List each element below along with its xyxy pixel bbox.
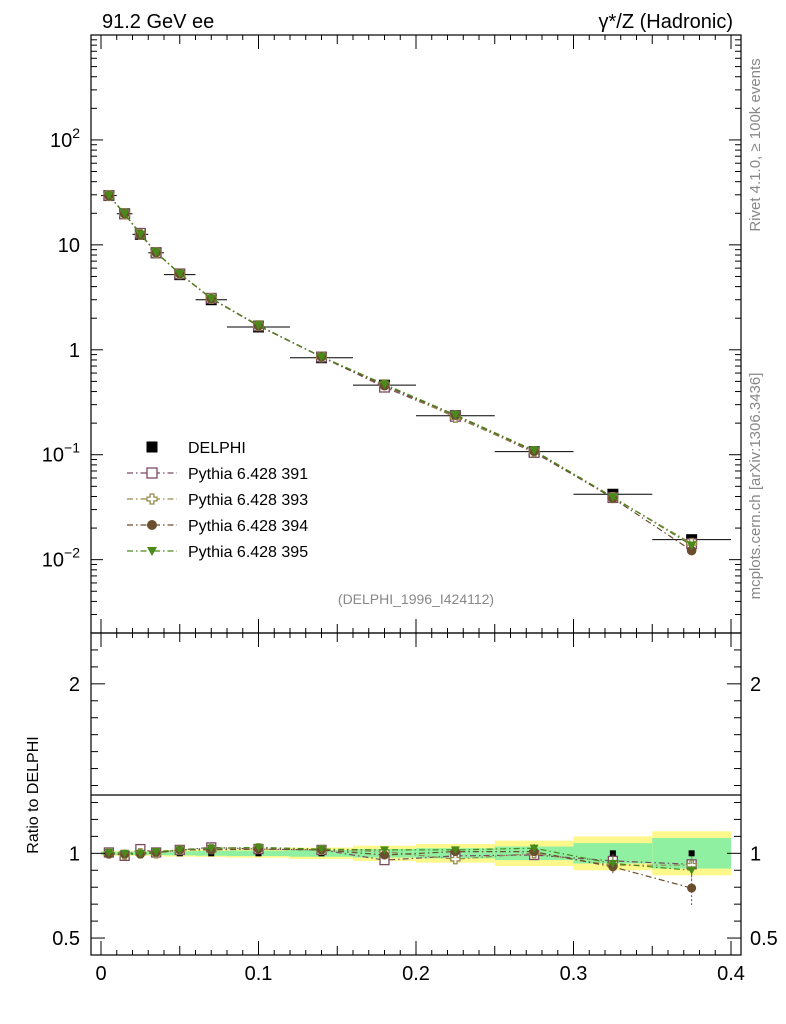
- legend: DELPHI Pythia 6.428 391 Pythia 6.428 393 Py…: [127, 440, 308, 561]
- point-p395: [174, 269, 185, 279]
- ratio-point-p395: [120, 849, 130, 858]
- y-tick-base: 10: [42, 550, 64, 572]
- header-right: γ*/Z (Hadronic): [599, 11, 733, 33]
- y-tick-label: 1: [69, 340, 80, 362]
- legend-marker: [146, 467, 158, 479]
- y-tick-base: 10: [50, 130, 72, 152]
- ratio-series-p395: [104, 843, 697, 879]
- point-p395: [608, 493, 618, 502]
- ratio-point-p393: [450, 854, 461, 865]
- ratio-y-tick-label-left: 0.5: [52, 928, 80, 950]
- ratio-point-p395: [380, 846, 389, 855]
- ratio-y-axis-label: Ratio to DELPHI: [25, 736, 42, 853]
- legend-label: Pythia 6.428 394: [188, 518, 308, 535]
- ratio-series-layer: [103, 842, 697, 906]
- ratio-point-p395: [175, 846, 185, 855]
- ratio-y-tick-label-right: 0.5: [750, 928, 778, 950]
- ratio-y-tick-label-left: 2: [69, 674, 80, 696]
- ratio-point-p395: [151, 848, 161, 857]
- ratio-point-p395: [529, 844, 539, 853]
- point-p394: [686, 545, 697, 556]
- ratio-point-data: [688, 850, 695, 857]
- point-p395: [253, 321, 264, 331]
- x-tick-label: 0.3: [560, 963, 588, 985]
- y-tick-base: 10: [42, 445, 64, 467]
- ratio-y-tick-label-right: 2: [750, 674, 761, 696]
- y-tick-base: 10: [58, 235, 80, 257]
- legend-label: DELPHI: [188, 440, 246, 457]
- x-tick-label: 0.1: [245, 963, 273, 985]
- point-p395: [529, 446, 539, 456]
- ratio-point-data: [609, 850, 616, 857]
- y-tick-label: 10: [58, 235, 80, 257]
- y-tick-base: 1: [69, 340, 80, 362]
- legend-entry-p393: Pythia 6.428 393: [127, 492, 308, 509]
- point-p395: [206, 294, 217, 304]
- legend-entry-p395: Pythia 6.428 395: [127, 544, 308, 561]
- ratio-panel: 0.5 0.5 1 1 2 2 0 0.1 0.2 0.3 0.4 Ratio to DELPHI: [25, 632, 778, 985]
- point-p395: [119, 209, 130, 219]
- ratio-point-p395: [254, 843, 263, 852]
- x-tick-label: 0: [95, 963, 106, 985]
- ratio-point-p395: [104, 848, 114, 857]
- y-tick-exponent: −2: [64, 545, 80, 561]
- point-p395: [316, 352, 327, 362]
- ratio-axis-ticks: 0.5 0.5 1 1 2 2 0 0.1 0.2 0.3 0.4: [52, 632, 778, 985]
- ratio-point-p395: [206, 844, 216, 853]
- legend-entry-data: DELPHI: [146, 440, 246, 457]
- point-p395: [135, 230, 146, 240]
- x-tick-label: 0.2: [402, 963, 430, 985]
- legend-marker: [147, 520, 157, 530]
- legend-label: Pythia 6.428 393: [188, 492, 308, 509]
- mcplots-label: mcplots.cern.ch [arXiv:1306.3436]: [747, 373, 764, 600]
- ratio-point-p394: [687, 883, 697, 893]
- ratio-point-p394: [380, 850, 389, 860]
- legend-label: Pythia 6.428 391: [188, 466, 308, 483]
- rivet-label: Rivet 4.1.0, ≥ 100k events: [747, 58, 764, 231]
- main-series-layer: [101, 189, 731, 556]
- legend-label: Pythia 6.428 395: [188, 544, 308, 561]
- legend-marker: [147, 547, 157, 556]
- point-p395: [686, 541, 697, 551]
- legend-entry-p391: Pythia 6.428 391: [127, 466, 308, 483]
- header-left: 91.2 GeV ee: [102, 11, 214, 33]
- analysis-tag: (DELPHI_1996_I424112): [338, 591, 494, 607]
- y-tick-exponent: −1: [64, 440, 80, 456]
- legend-marker: [146, 441, 158, 453]
- y-tick-exponent: 2: [72, 125, 80, 141]
- ratio-point-p395: [317, 845, 326, 854]
- point-p395: [379, 380, 390, 390]
- y-tick-label: 102: [50, 125, 80, 152]
- ratio-point-p395: [450, 846, 460, 855]
- ratio-point-p395: [608, 859, 618, 868]
- point-p395: [151, 248, 161, 258]
- ratio-point-p395: [687, 866, 697, 875]
- ratio-point-p395: [135, 849, 145, 858]
- point-p395: [104, 191, 114, 201]
- legend-entry-p394: Pythia 6.428 394: [127, 518, 308, 535]
- y-tick-label: 10−2: [42, 545, 80, 572]
- y-tick-label: 10−1: [42, 440, 80, 467]
- point-p395: [450, 410, 461, 420]
- series-p395: [104, 191, 697, 551]
- x-tick-label: 0.4: [717, 963, 745, 985]
- ratio-y-tick-label-left: 1: [69, 843, 80, 865]
- legend-marker: [146, 493, 158, 505]
- ratio-y-tick-label-right: 1: [750, 843, 761, 865]
